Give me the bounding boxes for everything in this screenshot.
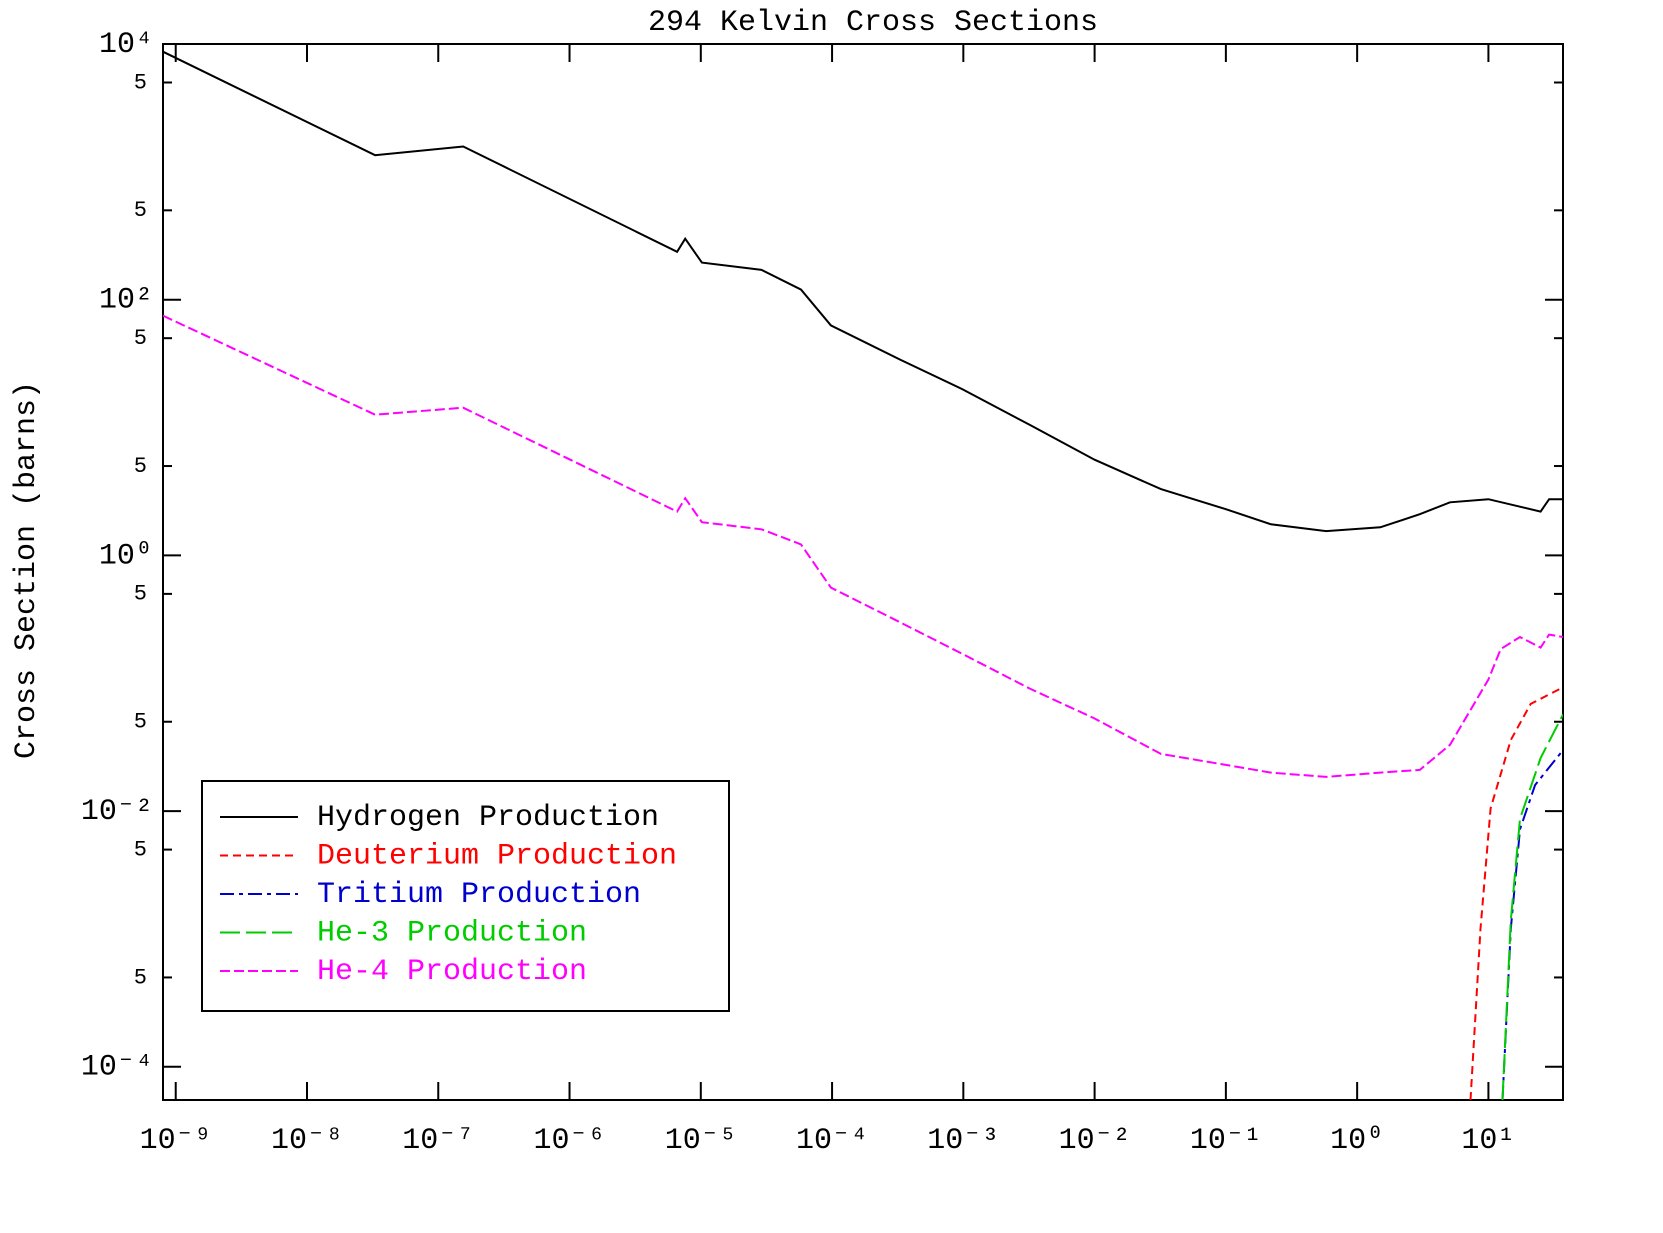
series-line [163,314,1563,778]
legend-label: Deuterium Production [317,839,677,873]
y-tick-label: 10⁻² [81,795,153,829]
y-tick-label: 10⁰ [99,539,153,573]
y-tick-label: 5 [134,837,147,862]
x-tick-label: 10⁻¹ [1190,1124,1262,1158]
y-tick-label: 10² [99,284,153,318]
legend-label: Hydrogen Production [317,801,659,835]
series-line [163,50,1563,533]
x-tick-label: 10⁻² [1059,1124,1131,1158]
chart-title: 294 Kelvin Cross Sections [648,6,1098,40]
x-tick-label: 10⁻⁶ [533,1124,605,1158]
x-tick-label: 10⁻⁴ [796,1124,868,1158]
legend-label: He-4 Production [317,955,587,989]
legend-box [201,780,730,1012]
legend-label: Tritium Production [317,878,641,912]
y-tick-label: 5 [134,326,147,351]
x-tick-label: 10⁻⁹ [140,1124,212,1158]
legend-label: He-3 Production [317,916,587,950]
x-tick-label: 10⁻⁷ [402,1124,474,1158]
y-axis-label: Cross Section (barns) [10,381,44,759]
y-tick-label: 5 [134,454,147,479]
series-line [1501,714,1563,1100]
y-tick-label: 5 [134,70,147,95]
plot-lines [163,50,1563,1100]
y-tick-label: 5 [134,710,147,735]
y-tick-label: 5 [134,198,147,223]
x-tick-label: 10¹ [1461,1124,1515,1158]
series-line [1469,686,1563,1100]
plot-frame [162,43,1564,1101]
y-tick-label: 5 [134,582,147,607]
y-tick-label: 10⁴ [99,28,153,62]
y-tick-label: 5 [134,965,147,990]
x-tick-label: 10⁻⁵ [665,1124,737,1158]
x-tick-label: 10⁻⁸ [271,1124,343,1158]
x-tick-label: 10⁰ [1330,1124,1384,1158]
x-tick-label: 10⁻³ [927,1124,999,1158]
y-tick-label: 10⁻⁴ [81,1051,153,1085]
